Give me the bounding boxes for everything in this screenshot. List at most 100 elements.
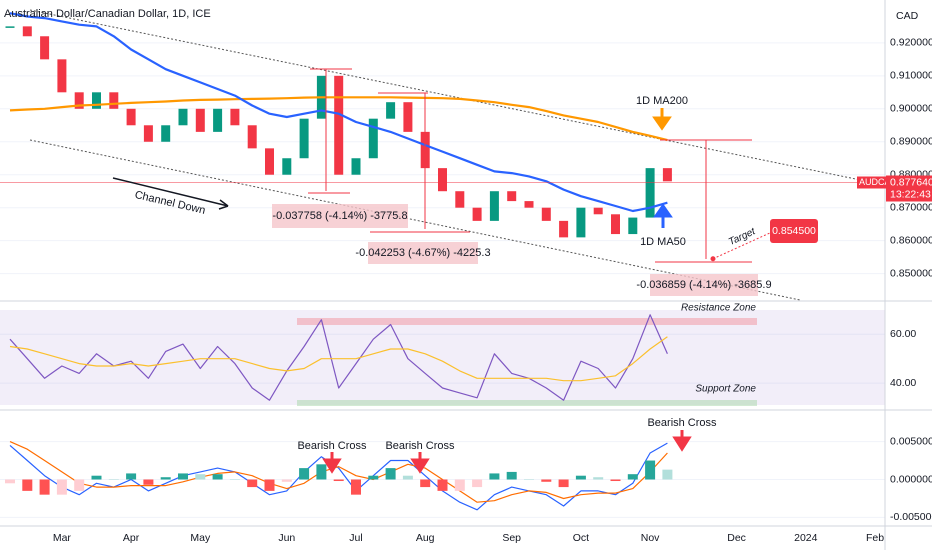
candle: [195, 108, 205, 132]
candle: [628, 217, 638, 235]
histogram-bar: [178, 473, 188, 480]
series-line: [9, 442, 668, 511]
x-tick-label: Aug: [416, 532, 435, 544]
currency-label: CAD: [896, 10, 919, 22]
histogram-bar: [5, 479, 15, 484]
histogram-bar: [333, 479, 344, 482]
x-tick-label: May: [190, 532, 211, 544]
y-tick-label: 0.890000: [890, 136, 932, 148]
candle: [178, 108, 188, 126]
histogram-bar: [195, 474, 206, 480]
histogram-bar: [454, 479, 465, 491]
cross-arrow: [672, 430, 692, 452]
histogram-bar: [610, 479, 621, 482]
candle: [351, 158, 361, 175]
candle: [559, 220, 569, 238]
histogram-bar: [108, 479, 119, 480]
histogram-bar: [524, 479, 534, 480]
countdown-label: 13:22:43: [890, 188, 931, 200]
target-box: [770, 219, 818, 243]
channel-arrow-head: [218, 199, 229, 210]
rsi-band: [0, 310, 885, 405]
histogram-bar: [212, 474, 223, 480]
histogram-bar: [385, 468, 396, 480]
x-tick-label: Jul: [349, 532, 362, 544]
candle: [334, 75, 344, 175]
histogram-bar: [281, 479, 292, 482]
series-line: [9, 336, 668, 382]
cross-arrow: [322, 452, 342, 474]
histogram-bar: [126, 473, 137, 480]
candle: [507, 191, 517, 202]
histogram-bar: [575, 475, 586, 480]
chart-title: Australian Dollar/Canadian Dollar, 1D, I…: [4, 8, 211, 20]
candle: [282, 158, 292, 175]
cross-arrow: [410, 452, 430, 474]
measures: [308, 68, 752, 263]
ma50-label: 1D MA50: [640, 236, 686, 248]
histogram-bar: [247, 479, 258, 488]
y-tick-label: 60.00: [890, 328, 916, 340]
histogram-bar: [662, 469, 673, 480]
support-zone: [297, 400, 757, 406]
histogram-bar: [420, 479, 431, 488]
candle: [645, 168, 655, 218]
histogram-bar: [74, 479, 85, 491]
zone-label: Resistance Zone: [681, 303, 756, 314]
channel-arrow: [112, 177, 229, 207]
target-connector: [712, 231, 773, 260]
candle: [403, 102, 413, 132]
measure-box: [650, 274, 758, 296]
ticker-label: AUDCAD: [859, 177, 898, 187]
histogram-bar: [472, 479, 483, 488]
candle: [40, 36, 50, 60]
y-tick-label: 0.910000: [890, 70, 932, 82]
histogram-bar: [143, 479, 154, 485]
candle: [22, 26, 32, 37]
candle: [438, 168, 447, 192]
candle: [611, 214, 620, 235]
candle: [455, 191, 465, 208]
candle: [143, 125, 153, 142]
candle: [5, 26, 15, 28]
histogram-bar: [299, 468, 310, 480]
histogram-bar: [39, 479, 50, 495]
measure-box: [272, 204, 408, 228]
series-line: [9, 441, 668, 503]
x-tick-label: Mar: [53, 532, 72, 544]
candle: [593, 207, 603, 215]
y-tick-label: 40.00: [890, 377, 916, 389]
y-tick-label: 0.860000: [890, 234, 932, 246]
histogram-bar: [506, 471, 517, 480]
last-price-box: [886, 175, 932, 202]
x-tick-label: Oct: [573, 532, 589, 544]
histogram-bar: [368, 475, 379, 480]
x-tick-label: Sep: [502, 532, 521, 544]
measure-label: -0.037758 (-4.14%) -3775.8: [272, 210, 407, 222]
candle: [489, 191, 499, 221]
candle: [576, 207, 586, 238]
candle: [368, 118, 378, 159]
histogram-bar: [91, 475, 102, 480]
candle: [662, 168, 672, 182]
y-tick-label: 0.850000: [890, 267, 932, 279]
ma200-label: 1D MA200: [636, 95, 688, 107]
series-line: [9, 96, 668, 142]
zone-label: Support Zone: [695, 384, 756, 395]
candle: [386, 102, 396, 119]
series-line: [9, 314, 668, 401]
measure-box: [368, 242, 478, 264]
candle: [161, 125, 171, 142]
histogram-bar: [437, 479, 448, 491]
candle: [92, 92, 101, 109]
histogram-bar: [56, 479, 67, 495]
candle: [213, 108, 223, 132]
x-tick-label: Dec: [727, 532, 746, 544]
y-tick-label: 0.000000: [890, 473, 932, 485]
target-value-label: 0.854500: [772, 225, 816, 237]
cross-label: Bearish Cross: [647, 417, 717, 429]
candle: [524, 201, 534, 208]
y-tick-label: -0.005000: [890, 511, 932, 523]
candle: [57, 59, 67, 93]
